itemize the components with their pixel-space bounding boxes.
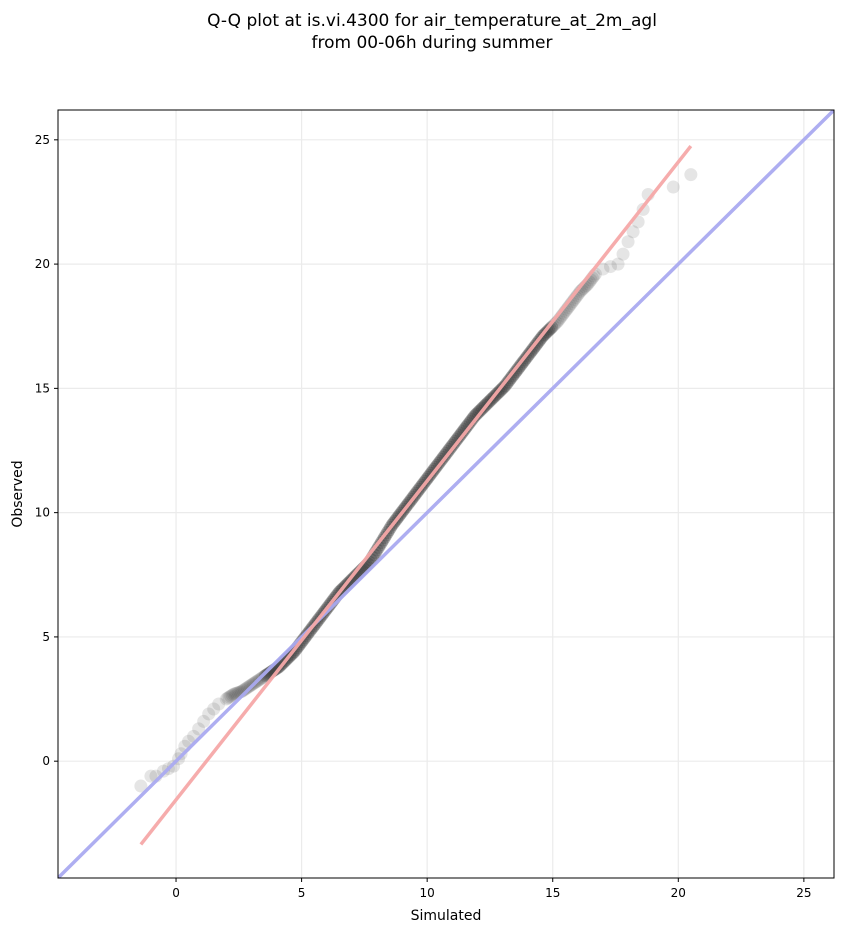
- qq-point: [258, 669, 272, 683]
- qq-point: [465, 413, 479, 427]
- x-tick-label: 20: [671, 886, 686, 900]
- qq-point: [471, 406, 485, 420]
- qq-point: [192, 722, 206, 736]
- plot-frame: [57, 109, 835, 879]
- qq-point: [611, 257, 625, 271]
- grid: [58, 110, 834, 878]
- y-tick-label: 15: [35, 381, 50, 395]
- qq-point: [545, 320, 559, 334]
- qq-points: [134, 168, 698, 793]
- qq-point: [451, 431, 465, 445]
- qq-point: [666, 180, 680, 194]
- reference-lines: [58, 110, 834, 878]
- qq-point: [144, 769, 158, 783]
- y-tick-label: 5: [42, 630, 50, 644]
- chart-subtitle: from 00-06h during summer: [312, 33, 553, 53]
- qq-point: [197, 714, 211, 728]
- qq-point: [219, 692, 233, 706]
- x-tick-label: 10: [420, 886, 435, 900]
- x-tick-label: 5: [298, 886, 306, 900]
- qq-point: [239, 682, 253, 696]
- x-axis-label: Simulated: [411, 908, 482, 924]
- chart-title: Q-Q plot at is.vi.4300 for air_temperatu…: [207, 11, 657, 31]
- qq-point: [207, 702, 221, 716]
- x-tick-label: 15: [545, 886, 560, 900]
- qq-point: [221, 691, 235, 705]
- qq-point: [460, 419, 474, 433]
- qq-point: [228, 687, 242, 701]
- fit-line: [139, 144, 693, 846]
- qq-point: [134, 779, 148, 793]
- qq-point: [457, 423, 471, 437]
- y-tick-label: 20: [35, 257, 50, 271]
- identity-line: [58, 110, 834, 878]
- qq-point: [453, 429, 467, 443]
- qq-point: [621, 235, 635, 249]
- y-tick-label: 25: [35, 133, 50, 147]
- qq-point: [373, 538, 387, 552]
- y-tick-label: 10: [35, 506, 50, 520]
- qq-point: [225, 688, 239, 702]
- qq-point: [466, 411, 480, 425]
- qq-point: [616, 247, 630, 261]
- qq-point: [498, 379, 512, 393]
- qq-point: [463, 415, 477, 429]
- qq-point: [684, 168, 698, 182]
- qq-point: [469, 407, 483, 421]
- qq-point: [459, 421, 473, 435]
- axis-ticks: 0 5 10 15 20 25 0 5 10 15 20 25: [35, 133, 812, 900]
- qq-point: [456, 425, 470, 439]
- y-tick-label: 0: [42, 754, 50, 768]
- qq-point: [626, 225, 640, 239]
- qq-point: [222, 690, 236, 704]
- qq-point: [454, 427, 468, 441]
- x-tick-label: 0: [172, 886, 180, 900]
- x-tick-label: 25: [796, 886, 811, 900]
- qq-point: [240, 681, 254, 695]
- qq-point: [202, 707, 216, 721]
- qq-point: [500, 377, 514, 391]
- qq-point: [237, 683, 251, 697]
- y-axis-label: Observed: [10, 460, 26, 527]
- qq-point: [224, 689, 238, 703]
- qq-point: [462, 417, 476, 431]
- qq-point: [227, 687, 241, 701]
- qq-point: [212, 697, 226, 711]
- qq-point: [603, 260, 617, 274]
- qq-point: [543, 322, 557, 336]
- qq-point: [596, 262, 610, 276]
